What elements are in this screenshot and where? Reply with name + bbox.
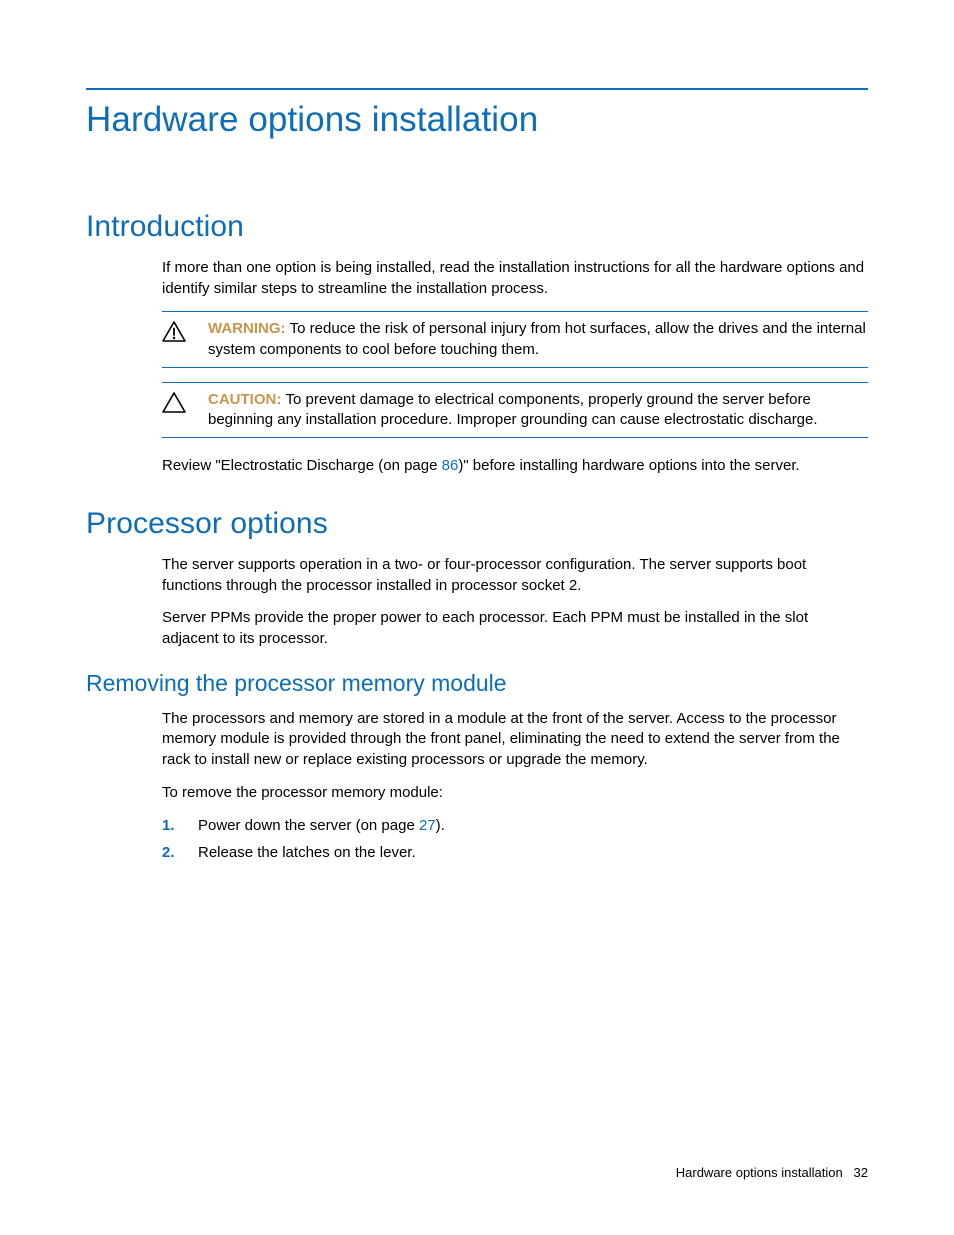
proc-paragraph-1: The server supports operation in a two- … (162, 555, 868, 596)
top-rule (86, 88, 868, 90)
link-page-86[interactable]: 86 (442, 457, 459, 474)
step-2-text: Release the latches on the lever. (198, 842, 416, 865)
caution-body: To prevent damage to electrical componen… (208, 391, 818, 429)
proc-paragraph-2: Server PPMs provide the proper power to … (162, 608, 868, 649)
warning-text: WARNING: To reduce the risk of personal … (208, 319, 868, 364)
step-1-pre: Power down the server (on page (198, 817, 419, 834)
caution-block: CAUTION: To prevent damage to electrical… (162, 382, 868, 438)
step-2-number: 2. (162, 842, 180, 865)
section-title-introduction: Introduction (86, 210, 868, 244)
removing-steps: 1. Power down the server (on page 27). 2… (162, 815, 868, 864)
page-footer: Hardware options installation 32 (676, 1165, 868, 1180)
subsection-title-removing: Removing the processor memory module (86, 670, 868, 697)
section-title-processor-options: Processor options (86, 507, 868, 541)
step-1-text: Power down the server (on page 27). (198, 815, 445, 838)
footer-text: Hardware options installation (676, 1165, 843, 1180)
warning-label: WARNING: (208, 320, 286, 337)
chapter-title: Hardware options installation (86, 100, 868, 140)
step-1-number: 1. (162, 815, 180, 838)
caution-icon (162, 390, 190, 435)
review-pre: Review "Electrostatic Discharge (on page (162, 457, 442, 474)
removing-paragraph-2: To remove the processor memory module: (162, 783, 868, 804)
review-post: )" before installing hardware options in… (458, 457, 799, 474)
removing-paragraph-1: The processors and memory are stored in … (162, 709, 868, 771)
warning-body: To reduce the risk of personal injury fr… (208, 320, 866, 358)
step-2: 2. Release the latches on the lever. (162, 842, 868, 865)
step-1-post: ). (436, 817, 445, 834)
caution-text: CAUTION: To prevent damage to electrical… (208, 390, 868, 435)
intro-review-paragraph: Review "Electrostatic Discharge (on page… (162, 456, 868, 477)
warning-block: WARNING: To reduce the risk of personal … (162, 311, 868, 366)
step-1: 1. Power down the server (on page 27). (162, 815, 868, 838)
page: Hardware options installation Introducti… (0, 0, 954, 1235)
warning-bottom-rule (162, 367, 868, 368)
intro-paragraph-1: If more than one option is being install… (162, 258, 868, 299)
link-page-27[interactable]: 27 (419, 817, 436, 834)
caution-label: CAUTION: (208, 391, 281, 408)
footer-page-number: 32 (854, 1165, 868, 1180)
warning-icon (162, 319, 190, 364)
